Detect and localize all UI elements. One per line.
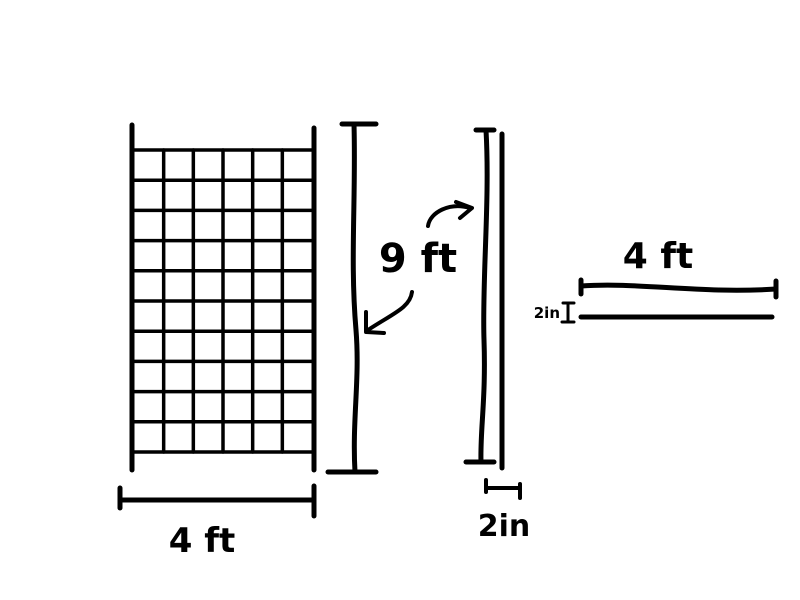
top-view bbox=[578, 277, 779, 320]
side-thickness-label: 2in bbox=[478, 509, 531, 544]
top-view-top-edge bbox=[578, 282, 779, 293]
side-thickness-dimension bbox=[484, 478, 522, 500]
height-dimension-line bbox=[350, 121, 360, 475]
side-view bbox=[463, 127, 505, 471]
width-dimension bbox=[117, 483, 317, 519]
top-thickness-mark bbox=[560, 301, 576, 324]
top-view-length-label: 4 ft bbox=[623, 236, 693, 277]
grid-lines bbox=[132, 148, 314, 454]
side-view-front-edge bbox=[478, 127, 490, 465]
arrow-to-panel-icon bbox=[366, 290, 414, 332]
grid-panel-height-label: 9 ft bbox=[379, 236, 457, 282]
top-thickness-label: 2in bbox=[534, 304, 560, 322]
arrow-to-side-view-head bbox=[454, 200, 474, 220]
height-dimension bbox=[325, 121, 379, 475]
grid-panel bbox=[129, 122, 317, 473]
arrow-to-panel-head bbox=[364, 310, 386, 335]
height-label-arrows bbox=[364, 200, 474, 335]
grid-panel-width-label: 4 ft bbox=[169, 521, 236, 561]
